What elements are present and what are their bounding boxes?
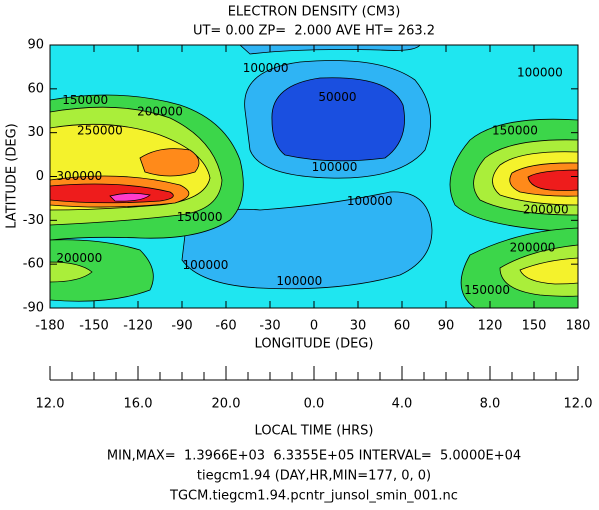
x-tick-label: 30 [350, 319, 367, 334]
y-tick-label: 0 [36, 169, 44, 184]
contour-region [109, 192, 151, 202]
local-time-tick-label: 0.0 [304, 397, 325, 412]
y-tick-label: 30 [27, 125, 44, 140]
contour-label: 250000 [77, 124, 123, 138]
chart-title: ELECTRON DENSITY (CM3) [228, 5, 401, 20]
contour-label: 100000 [183, 258, 229, 272]
local-time-tick-label: 4.0 [392, 397, 413, 412]
contour-label: 100000 [243, 61, 289, 75]
y-tick-label: -60 [23, 257, 44, 272]
x-tick-label: -180 [35, 319, 65, 334]
contour-region [239, 45, 421, 55]
local-time-tick-label: 12.0 [564, 397, 593, 412]
contour-label: 100000 [347, 194, 393, 208]
contour-label: 150000 [464, 283, 510, 297]
footer-line: tiegcm1.94 (DAY,HR,MIN=177, 0, 0) [197, 469, 431, 484]
footer-line: TGCM.tiegcm1.94.pcntr_junsol_smin_001.nc [169, 489, 458, 504]
x-tick-label: 180 [566, 319, 591, 334]
local-time-tick-label: 8.0 [480, 397, 501, 412]
contour-label: 150000 [177, 210, 223, 224]
chart-subtitle: UT= 0.00 ZP= 2.000 AVE HT= 263.2 [193, 24, 435, 39]
contour-region [519, 257, 578, 285]
contour-region [181, 191, 433, 290]
y-axis-label: LATITUDE (DEG) [5, 123, 20, 228]
contour-label: 100000 [517, 65, 563, 79]
contour-region [50, 261, 93, 283]
footer-line: MIN,MAX= 1.3966E+03 6.3355E+05 INTERVAL=… [107, 449, 521, 464]
x-tick-label: 120 [478, 319, 503, 334]
contour-label: 100000 [276, 274, 322, 288]
y-tick-label: -30 [23, 213, 44, 228]
x-tick-label: -120 [123, 319, 153, 334]
local-time-tick-label: 20.0 [212, 397, 241, 412]
x-tick-label: 60 [394, 319, 411, 334]
contour-label: 300000 [56, 169, 102, 183]
contour-field [50, 45, 578, 308]
contour-region [139, 148, 200, 177]
local-time-label: LOCAL TIME (HRS) [255, 424, 374, 439]
contour-label: 150000 [62, 93, 108, 107]
x-tick-label: 150 [522, 319, 547, 334]
local-time-tick-label: 12.0 [36, 397, 65, 412]
y-tick-label: -90 [23, 301, 44, 316]
x-tick-label: 90 [438, 319, 455, 334]
x-axis-label: LONGITUDE (DEG) [255, 337, 374, 352]
contour-label: 100000 [312, 160, 358, 174]
contour-label: 150000 [492, 124, 538, 138]
local-time-tick-label: 16.0 [124, 397, 153, 412]
x-tick-label: 0 [310, 319, 318, 334]
contour-region [527, 169, 578, 191]
contour-label: 200000 [56, 251, 102, 265]
y-tick-label: 60 [27, 81, 44, 96]
y-tick-label: 90 [27, 38, 44, 53]
contour-label: 50000 [318, 90, 356, 104]
contour-label: 200000 [523, 203, 569, 217]
x-tick-label: -60 [215, 319, 236, 334]
contour-label: 200000 [137, 105, 183, 119]
x-tick-label: -90 [171, 319, 192, 334]
x-tick-label: -150 [79, 319, 109, 334]
contour-region [50, 239, 154, 302]
x-tick-label: -30 [259, 319, 280, 334]
contour-region [271, 77, 405, 162]
contour-label: 200000 [510, 241, 556, 255]
